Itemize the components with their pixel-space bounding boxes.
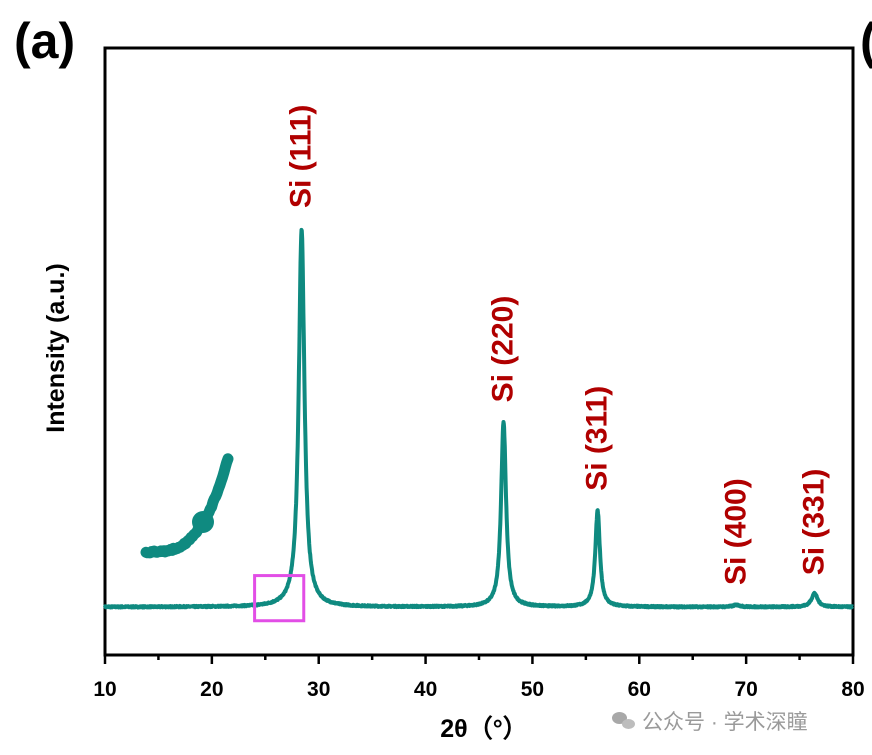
wechat-icon <box>612 712 636 730</box>
x-tick-label: 50 <box>521 678 544 701</box>
axis-titles: 2θ（°） Intensity (a.u.) <box>42 263 528 743</box>
peak-label: Si (311) <box>581 386 614 491</box>
axis-ticks <box>103 655 855 664</box>
inset-marker <box>192 511 214 533</box>
peak-label: Si (220) <box>487 296 520 403</box>
x-tick-label: 10 <box>93 678 116 701</box>
highlight-box-layer <box>253 574 306 623</box>
x-tick-label: 40 <box>414 678 437 701</box>
peak-labels: Si (111) Si (220) Si (311) Si (400) Si (331) <box>285 105 831 585</box>
y-axis-label: Intensity (a.u.) <box>42 263 70 432</box>
next-panel-label: ( <box>860 12 872 70</box>
panel-label: (a) <box>14 13 76 69</box>
x-tick-label: 70 <box>734 678 757 701</box>
xrd-trace <box>103 227 855 610</box>
x-tick-label: 30 <box>307 678 330 701</box>
x-tick-label: 20 <box>200 678 223 701</box>
x-tick-label: 80 <box>841 678 864 701</box>
highlight-box <box>253 574 306 623</box>
zoom-inset <box>140 453 234 559</box>
inset-line <box>140 453 234 559</box>
peak-label: Si (400) <box>720 478 753 585</box>
watermark-text: 公众号 · 学术深瞳 <box>642 711 808 734</box>
x-axis-label: 2θ（°） <box>440 714 527 743</box>
peak-label: Si (331) <box>798 469 831 576</box>
peak-label: Si (111) <box>285 105 318 208</box>
watermark: 公众号 · 学术深瞳 <box>612 706 808 736</box>
x-tick-labels: 10 20 30 40 50 60 70 80 <box>93 678 864 701</box>
xrd-line <box>103 227 855 610</box>
x-tick-label: 60 <box>628 678 651 701</box>
